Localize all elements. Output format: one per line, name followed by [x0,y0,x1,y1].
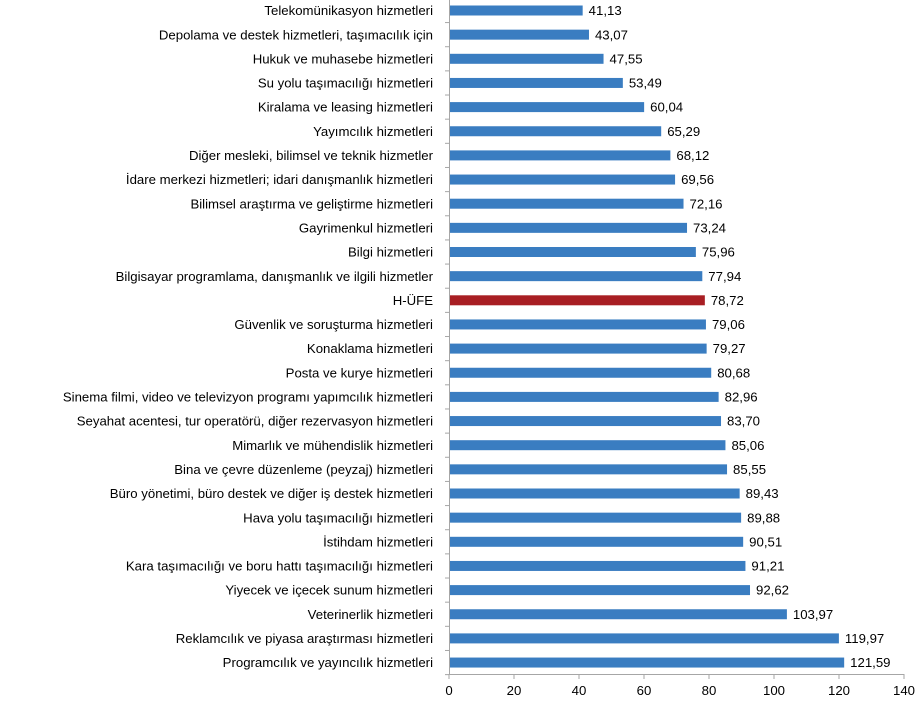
bar [449,512,742,523]
bar [449,343,707,354]
value-label: 43,07 [595,27,628,42]
value-label: 53,49 [629,76,662,91]
bar [449,29,589,40]
x-tick-label: 40 [572,683,587,698]
category-label: İstihdam hizmetleri [323,534,433,549]
category-label: Bilimsel araştırma ve geliştirme hizmetl… [190,196,433,211]
value-label: 69,56 [681,172,714,187]
x-tick-label: 60 [637,683,652,698]
bar [449,319,706,330]
bar [449,126,662,137]
bar [449,77,623,88]
category-label: H-ÜFE [393,293,433,308]
category-label: Bilgi hizmetleri [348,245,433,260]
value-label: 82,96 [725,390,758,405]
x-tick-label: 80 [702,683,717,698]
value-label: 65,29 [667,124,700,139]
bar [449,585,751,596]
category-label: Bina ve çevre düzenleme (peyzaj) hizmetl… [174,462,433,477]
category-label: Konaklama hizmetleri [307,341,433,356]
category-label: Hava yolu taşımacılığı hizmetleri [243,510,433,525]
value-label: 68,12 [676,148,709,163]
x-tick-label: 120 [828,683,850,698]
value-label: 85,55 [733,462,766,477]
category-label: Seyahat acentesi, tur operatörü, diğer r… [77,414,433,429]
category-label: Posta ve kurye hizmetleri [286,365,433,380]
value-label: 83,70 [727,414,760,429]
value-label: 73,24 [693,220,726,235]
category-label: Diğer mesleki, bilimsel ve teknik hizmet… [189,148,434,163]
x-tick-label: 140 [893,683,915,698]
category-label: İdare merkezi hizmetleri; idari danışman… [126,172,433,187]
value-label: 119,97 [845,631,884,646]
bar [449,367,712,378]
bar [449,609,787,620]
value-label: 91,21 [751,559,784,574]
category-label: Sinema filmi, video ve televizyon progra… [63,390,433,405]
bar [449,247,696,257]
value-label: 60,04 [650,100,683,115]
category-label: Bilgisayar programlama, danışmanlık ve i… [116,269,434,284]
x-tick-label: 0 [445,683,452,698]
category-label: Hukuk ve muhasebe hizmetleri [253,51,433,66]
category-label: Gayrimenkul hizmetleri [299,220,433,235]
value-label: 80,68 [717,365,750,380]
bar [449,633,839,644]
category-label: Su yolu taşımacılığı hizmetleri [258,76,433,91]
value-label: 89,88 [747,510,780,525]
value-label: 72,16 [690,196,723,211]
bar [449,102,645,113]
category-label: Mimarlık ve mühendislik hizmetleri [232,438,433,453]
bar [449,174,676,185]
bar [449,464,728,475]
bar [449,391,719,402]
category-label: Kara taşımacılığı ve boru hattı taşımacı… [126,559,433,574]
category-label: Programcılık ve yayıncılık hizmetleri [223,655,433,670]
bar-highlight [449,295,705,306]
value-label: 79,06 [712,317,745,332]
bar [449,657,845,668]
value-label: 92,62 [756,583,789,598]
category-label: Kiralama ve leasing hizmetleri [258,100,433,115]
bar [449,536,744,547]
category-label: Telekomünikasyon hizmetleri [264,3,433,18]
category-label: Güvenlik ve soruşturma hizmetleri [234,317,433,332]
value-label: 75,96 [702,245,735,260]
bar [449,416,722,427]
value-label: 47,55 [610,51,643,66]
category-label: Yiyecek ve içecek sunum hizmetleri [225,583,433,598]
value-label: 85,06 [731,438,764,453]
bar [449,488,740,499]
value-label: 103,97 [793,607,833,622]
bar [449,5,583,16]
category-label: Depolama ve destek hizmetleri, taşımacıl… [159,27,433,42]
x-tick-label: 20 [507,683,522,698]
bar [449,560,746,571]
bar [449,150,671,161]
value-label: 41,13 [589,3,622,18]
value-label: 121,59 [850,655,890,670]
bar [449,53,604,64]
category-label: Büro yönetimi, büro destek ve diğer iş d… [110,486,433,501]
category-label: Veterinerlik hizmetleri [308,607,433,622]
bar [449,271,703,282]
value-label: 79,27 [713,341,746,356]
value-label: 89,43 [746,486,779,501]
value-label: 78,72 [711,293,744,308]
category-label: Yayımcılık hizmetleri [313,124,433,139]
labels-layer: Telekomünikasyon hizmetleri 41,13 Depolama… [63,3,915,698]
axis-layer [445,0,905,679]
value-label: 90,51 [749,534,782,549]
bar [449,440,726,451]
category-label: Reklamcılık ve piyasa araştırması hizmet… [176,631,433,646]
value-label: 77,94 [708,269,741,284]
bar [449,222,688,233]
bar [449,198,684,209]
bars-layer [449,5,845,668]
x-tick-label: 100 [763,683,785,698]
